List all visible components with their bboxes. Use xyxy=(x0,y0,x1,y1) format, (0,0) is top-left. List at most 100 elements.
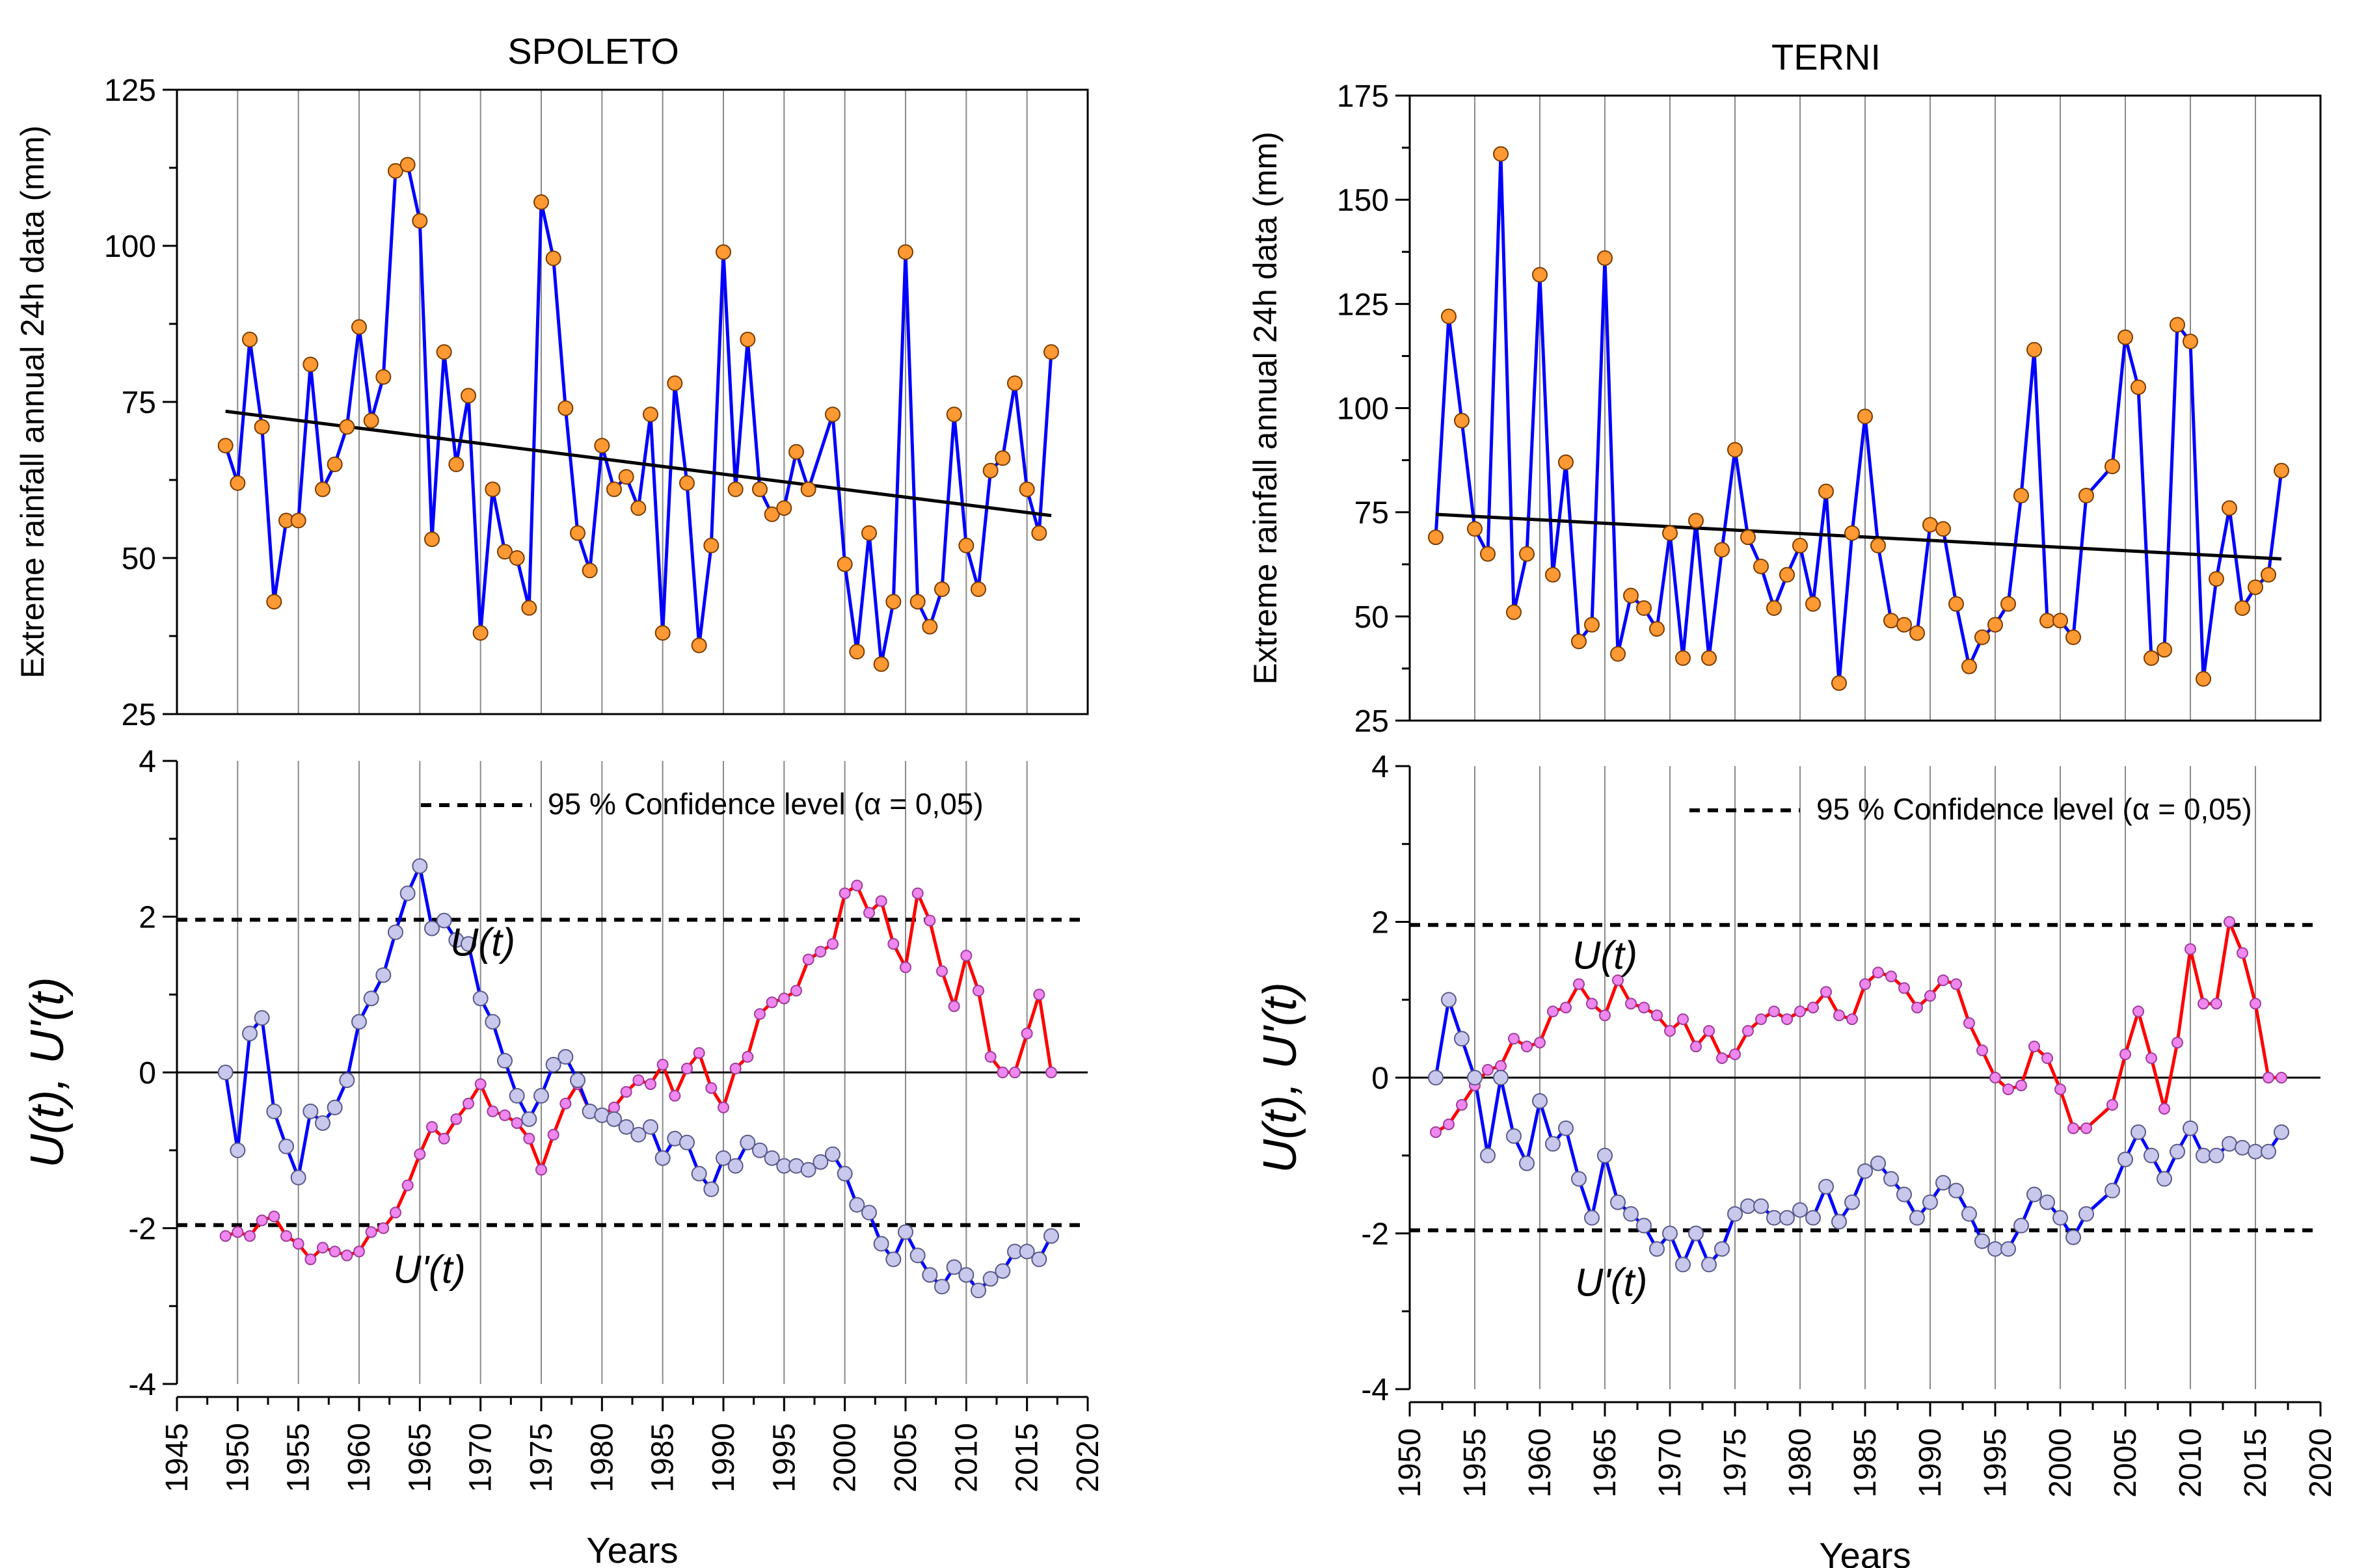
u-data-point xyxy=(2222,1136,2237,1152)
uprime-data-point xyxy=(1729,1048,1741,1061)
data-point xyxy=(412,213,428,229)
data-point xyxy=(703,537,719,553)
data-point xyxy=(1948,596,1964,612)
uprime-data-point xyxy=(390,1206,401,1219)
data-point xyxy=(1031,525,1047,541)
uprime-data-point xyxy=(2237,947,2248,959)
y-tick-label: 100 xyxy=(1337,392,1389,427)
y-tick-label: 175 xyxy=(1337,79,1389,114)
uprime-data-point xyxy=(1547,1005,1559,1018)
uprime-data-point xyxy=(632,1074,645,1086)
u-data-point xyxy=(1597,1147,1613,1163)
uprime-data-point xyxy=(1937,974,1949,987)
data-point xyxy=(654,625,671,641)
uprime-data-point xyxy=(1033,989,1045,1001)
data-point xyxy=(594,438,610,454)
uprime-data-point xyxy=(960,950,973,962)
x-tick-label: 1960 xyxy=(1523,1428,1557,1498)
u-data-point xyxy=(242,1026,258,1042)
uprime-data-point xyxy=(1045,1067,1057,1078)
data-point xyxy=(266,594,282,610)
uprime-data-point xyxy=(1781,1013,1793,1026)
uprime-data-point xyxy=(1573,978,1585,990)
uprime-data-point xyxy=(827,938,839,950)
uprime-data-point xyxy=(1703,1025,1715,1037)
u-data-point xyxy=(485,1014,501,1030)
u-data-point xyxy=(934,1279,950,1295)
data-point xyxy=(1857,408,1873,425)
data-point xyxy=(1909,625,1925,641)
u-data-point xyxy=(412,858,428,874)
u-data-point xyxy=(849,1197,865,1213)
u-data-point xyxy=(752,1142,768,1158)
y-axis-label: Extreme rainfall annual 24h data (mm) xyxy=(1247,131,1284,684)
uprime-data-point xyxy=(1742,1025,1754,1037)
data-point xyxy=(1740,529,1756,546)
data-point xyxy=(1766,600,1782,617)
u-data-point xyxy=(1636,1217,1652,1234)
u-data-point xyxy=(290,1169,306,1186)
data-point xyxy=(1779,566,1795,583)
u-data-point xyxy=(388,924,403,940)
x-tick-label: 2020 xyxy=(2304,1428,2338,1498)
u-data-point xyxy=(230,1142,246,1158)
data-point xyxy=(2013,488,2029,504)
u-data-point xyxy=(995,1263,1011,1279)
u-data-point xyxy=(2144,1147,2159,1163)
uprime-curve-label: U'(t) xyxy=(393,1247,465,1291)
uprime-data-point xyxy=(656,1059,669,1071)
data-point xyxy=(2209,571,2224,587)
data-point xyxy=(1636,600,1652,617)
data-point xyxy=(1467,521,1483,537)
u-data-point xyxy=(1753,1198,1769,1214)
uprime-data-point xyxy=(766,996,778,1009)
data-point xyxy=(2261,566,2276,583)
chart-title: TERNI xyxy=(1771,36,1881,77)
u-data-point xyxy=(327,1099,343,1115)
terni-mann-kendall-chart: -4 -2 0 2 4 1950 1955 1960 1965 1970 1975 1980 1985 1… xyxy=(1254,750,2338,1568)
uprime-data-point xyxy=(463,1097,474,1110)
uprime-data-point xyxy=(2250,998,2261,1010)
data-point xyxy=(922,618,938,635)
u-data-point xyxy=(909,1247,926,1264)
data-point xyxy=(2000,596,2016,612)
x-tick-label: 1985 xyxy=(1848,1428,1883,1498)
u-data-point xyxy=(2052,1210,2068,1226)
u-data-point xyxy=(1584,1210,1600,1226)
uprime-data-point xyxy=(2106,1098,2118,1111)
uprime-data-point xyxy=(2132,1005,2144,1018)
data-point xyxy=(934,581,950,597)
u-data-point xyxy=(1480,1147,1496,1163)
data-point xyxy=(436,344,452,360)
u-data-point xyxy=(1662,1225,1678,1242)
data-point xyxy=(1896,617,1912,633)
data-point xyxy=(375,369,392,385)
x-tick-label: 2020 xyxy=(1071,1423,1105,1493)
uprime-data-point xyxy=(2028,1041,2040,1053)
uprime-data-point xyxy=(2158,1102,2170,1115)
u-data-point xyxy=(1675,1256,1691,1273)
uprime-data-point xyxy=(620,1085,632,1098)
uprime-data-point xyxy=(401,1179,414,1191)
uprime-data-point xyxy=(292,1238,304,1250)
data-point xyxy=(898,244,913,260)
uprime-data-point xyxy=(2041,1052,2053,1065)
uprime-data-point xyxy=(681,1063,693,1075)
uprime-data-point xyxy=(1586,998,1598,1010)
data-point xyxy=(2065,629,2081,645)
data-point xyxy=(1753,558,1769,574)
x-tick-label: 1975 xyxy=(1718,1428,1753,1498)
u-data-point xyxy=(825,1146,840,1162)
uprime-data-point xyxy=(1885,970,1897,983)
u-data-point xyxy=(2000,1241,2016,1257)
u-data-point xyxy=(2131,1124,2146,1140)
data-point xyxy=(1532,267,1548,283)
uprime-data-point xyxy=(1430,1126,1442,1138)
uprime-data-point xyxy=(669,1089,681,1102)
uprime-data-point xyxy=(219,1230,232,1242)
u-data-point xyxy=(1623,1206,1639,1222)
uprime-data-point xyxy=(2263,1072,2274,1083)
y-tick-label: 50 xyxy=(122,542,156,576)
u-data-point xyxy=(1948,1182,1964,1199)
u-data-point xyxy=(1974,1233,1990,1249)
